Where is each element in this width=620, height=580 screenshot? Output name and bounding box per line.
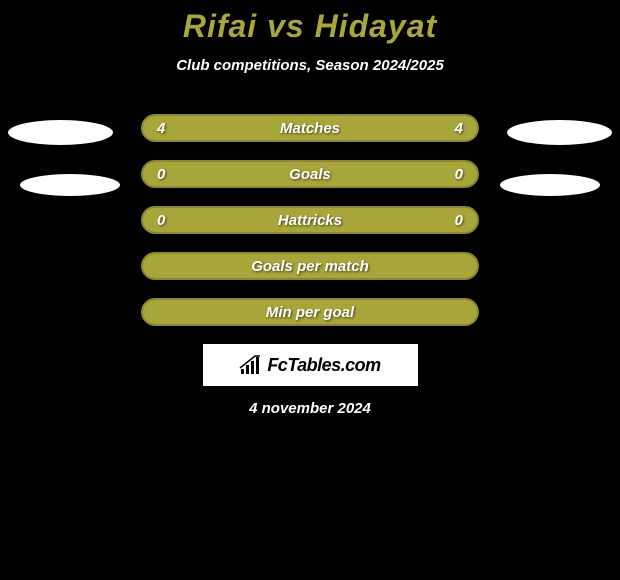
logo-box: FcTables.com	[203, 344, 418, 386]
stat-row-matches: 4 Matches 4	[141, 114, 479, 142]
logo-content: FcTables.com	[239, 355, 380, 376]
stat-row-goals-per-match: Goals per match	[141, 252, 479, 280]
goals-per-match-label: Goals per match	[251, 258, 369, 275]
stats-area: 4 Matches 4 0 Goals 0 0 Hattricks 0 Goal…	[0, 114, 620, 326]
main-container: Rifai vs Hidayat Club competitions, Seas…	[0, 0, 620, 417]
subtitle: Club competitions, Season 2024/2025	[0, 57, 620, 74]
stat-rows: 4 Matches 4 0 Goals 0 0 Hattricks 0 Goal…	[141, 114, 479, 326]
hattricks-left-value: 0	[157, 212, 165, 229]
matches-label: Matches	[280, 120, 340, 137]
chart-icon	[239, 355, 263, 375]
goals-left-value: 0	[157, 166, 165, 183]
player-ellipse-left-2	[20, 174, 120, 196]
hattricks-right-value: 0	[455, 212, 463, 229]
page-title: Rifai vs Hidayat	[0, 8, 620, 45]
logo-text: FcTables.com	[267, 355, 380, 376]
player-ellipse-left-1	[8, 120, 113, 145]
goals-label: Goals	[289, 166, 331, 183]
matches-left-value: 4	[157, 120, 165, 137]
min-per-goal-label: Min per goal	[266, 304, 354, 321]
goals-right-value: 0	[455, 166, 463, 183]
stat-row-hattricks: 0 Hattricks 0	[141, 206, 479, 234]
date-text: 4 november 2024	[0, 400, 620, 417]
stat-row-goals: 0 Goals 0	[141, 160, 479, 188]
player-ellipse-right-1	[507, 120, 612, 145]
matches-right-value: 4	[455, 120, 463, 137]
player-ellipse-right-2	[500, 174, 600, 196]
hattricks-label: Hattricks	[278, 212, 342, 229]
stat-row-min-per-goal: Min per goal	[141, 298, 479, 326]
